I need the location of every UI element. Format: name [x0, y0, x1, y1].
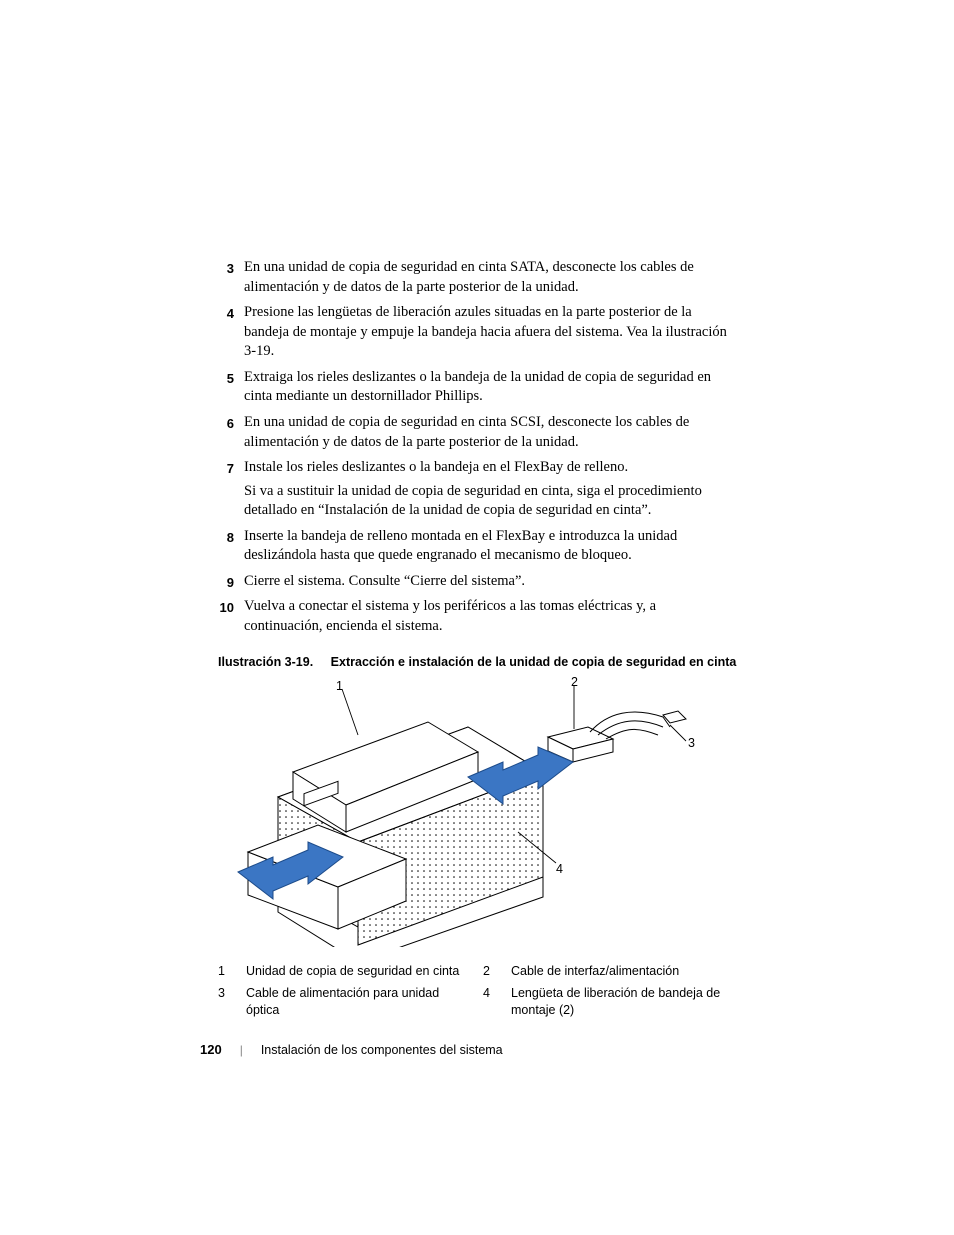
step-item: 3En una unidad de copia de seguridad en …	[218, 258, 738, 297]
figure-label: Ilustración 3-19.	[218, 655, 313, 669]
step-item: 5Extraiga los rieles deslizantes o la ba…	[218, 368, 738, 407]
figure-illustration: 1 2 3 4	[218, 677, 738, 947]
footer-divider: |	[240, 1043, 243, 1057]
step-item: 4Presione las lengüetas de liberación az…	[218, 303, 738, 362]
step-text: En una unidad de copia de seguridad en c…	[244, 413, 738, 452]
callout-2: 2	[571, 675, 578, 689]
step-number: 9	[218, 572, 244, 592]
step-number: 7	[218, 458, 244, 521]
step-text: En una unidad de copia de seguridad en c…	[244, 258, 738, 297]
step-text: Vuelva a conectar el sistema y los perif…	[244, 597, 738, 636]
step-item: 10Vuelva a conectar el sistema y los per…	[218, 597, 738, 636]
legend-text: Cable de alimentación para unidad óptica	[246, 985, 473, 1019]
legend-text: Lengüeta de liberación de bandeja de mon…	[511, 985, 738, 1019]
step-number: 4	[218, 303, 244, 362]
legend-text: Cable de interfaz/alimentación	[511, 963, 738, 980]
figure-caption: Ilustración 3-19. Extracción e instalaci…	[218, 655, 738, 669]
legend-number: 2	[483, 963, 501, 980]
step-text: Presione las lengüetas de liberación azu…	[244, 303, 738, 362]
step-number: 6	[218, 413, 244, 452]
page-footer: 120 | Instalación de los componentes del…	[200, 1042, 503, 1057]
step-number: 8	[218, 527, 244, 566]
step-item: 7Instale los rieles deslizantes o la ban…	[218, 458, 738, 521]
page-number: 120	[200, 1042, 222, 1057]
step-number: 5	[218, 368, 244, 407]
legend-number: 1	[218, 963, 236, 980]
procedure-steps: 3En una unidad de copia de seguridad en …	[218, 258, 738, 637]
legend-number: 3	[218, 985, 236, 1019]
legend-number: 4	[483, 985, 501, 1019]
step-item: 6En una unidad de copia de seguridad en …	[218, 413, 738, 452]
figure-title: Extracción e instalación de la unidad de…	[331, 655, 737, 669]
page-content: 3En una unidad de copia de seguridad en …	[218, 258, 738, 1019]
step-number: 10	[218, 597, 244, 636]
step-item: 8Inserte la bandeja de relleno montada e…	[218, 527, 738, 566]
figure-legend: 1 Unidad de copia de seguridad en cinta 2C…	[218, 963, 738, 1020]
step-number: 3	[218, 258, 244, 297]
section-title: Instalación de los componentes del siste…	[261, 1043, 503, 1057]
callout-3: 3	[688, 736, 695, 750]
step-text: Extraiga los rieles deslizantes o la ban…	[244, 368, 738, 407]
callout-4: 4	[556, 862, 563, 876]
step-text: Inserte la bandeja de relleno montada en…	[244, 527, 738, 566]
step-text: Cierre el sistema. Consulte “Cierre del …	[244, 572, 738, 592]
step-text: Instale los rieles deslizantes o la band…	[244, 458, 738, 521]
callout-1: 1	[336, 679, 343, 693]
step-item: 9Cierre el sistema. Consulte “Cierre del…	[218, 572, 738, 592]
tape-drive-diagram	[218, 677, 738, 947]
legend-text: Unidad de copia de seguridad en cinta	[246, 963, 473, 980]
